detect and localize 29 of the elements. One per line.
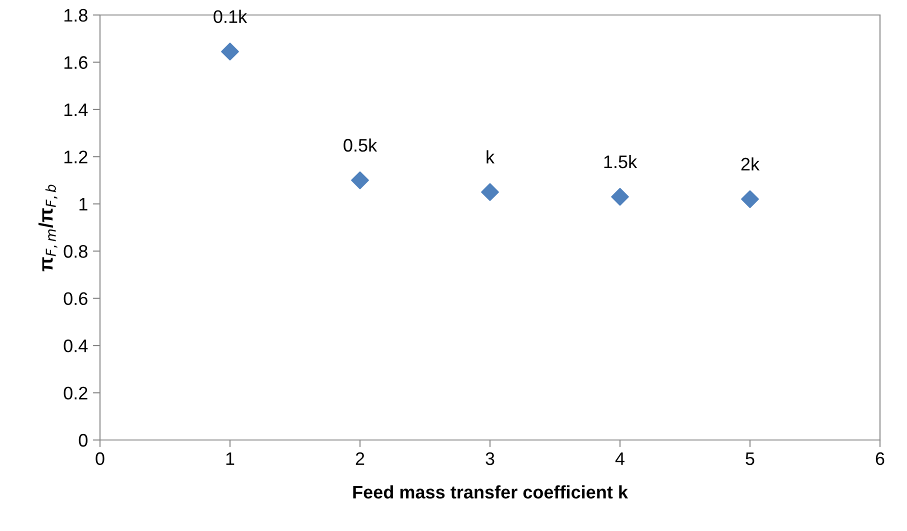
- y-tick-label: 0: [78, 434, 88, 447]
- y-tick-label: 1.2: [64, 150, 88, 164]
- y-tick-label: 1.8: [64, 8, 88, 22]
- annotation: 0.1k: [214, 10, 248, 24]
- y-axis-title: π$_{F,m}$/π$_{F,b}$: [38, 184, 58, 272]
- y-tick-label: 0.8: [64, 245, 88, 258]
- annotation: 1.5k: [604, 154, 638, 168]
- y-tick-label: 0.2: [64, 386, 88, 400]
- x-tick-label: 4: [615, 452, 624, 465]
- annotation: 2k: [741, 157, 760, 170]
- x-tick-label: 5: [746, 452, 754, 466]
- point: [611, 188, 629, 206]
- y-tick-label: 1.6: [64, 56, 88, 69]
- y-tick-label: 1.4: [64, 104, 88, 116]
- annotation: k: [486, 150, 495, 164]
- point: [351, 171, 369, 190]
- x-axis-title: Feed mass transfer coefficient k: [353, 485, 628, 499]
- point: [221, 42, 239, 61]
- x-tick-label: 6: [876, 452, 884, 466]
- point: [481, 183, 499, 201]
- x-tick-label: 0: [96, 452, 104, 466]
- y-tick-label: 0.6: [64, 292, 88, 306]
- x-tick-label: 3: [486, 452, 494, 466]
- point: [741, 190, 759, 208]
- y-tick-label: 0.4: [64, 339, 88, 352]
- annotation: 0.5k: [344, 138, 378, 152]
- x-tick-label: 2: [356, 452, 364, 465]
- y-tick-label: 1: [80, 198, 88, 210]
- x-tick-label: 1: [226, 452, 234, 465]
